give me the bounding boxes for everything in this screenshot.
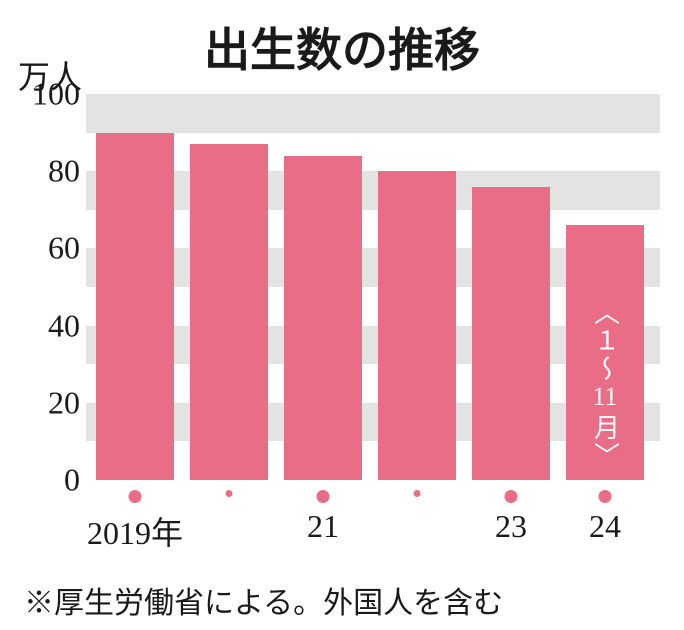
- bar: [190, 144, 268, 480]
- bar: [284, 156, 362, 480]
- bar-annotation-number: 11: [592, 382, 617, 412]
- plot-area: 0204060801002019年2123︿１～ 月﹀1124: [86, 94, 660, 480]
- bar: [472, 187, 550, 480]
- y-tick-label: 0: [0, 462, 86, 499]
- y-tick-label: 60: [0, 230, 86, 267]
- x-axis-dot: [317, 490, 330, 503]
- x-axis-dot: [599, 490, 612, 503]
- x-axis-dot: [414, 490, 421, 497]
- x-tick-label: 21: [307, 508, 339, 545]
- x-axis-dot: [226, 490, 233, 497]
- bar: [96, 133, 174, 480]
- chart-title: 出生数の推移: [0, 14, 684, 80]
- y-tick-label: 40: [0, 307, 86, 344]
- y-tick-label: 100: [0, 76, 86, 113]
- x-tick-label: 24: [589, 508, 621, 545]
- x-axis-dot: [129, 490, 142, 503]
- y-tick-label: 80: [0, 153, 86, 190]
- x-axis-dot: [505, 490, 518, 503]
- bar: [378, 171, 456, 480]
- x-tick-label: 2019年: [87, 508, 183, 554]
- chart-footnote: ※厚生労働省による。外国人を含む: [24, 578, 503, 622]
- y-tick-label: 20: [0, 384, 86, 421]
- x-tick-label: 23: [495, 508, 527, 545]
- bar: ︿１～ 月﹀11: [566, 225, 644, 480]
- grid-band: [86, 94, 660, 133]
